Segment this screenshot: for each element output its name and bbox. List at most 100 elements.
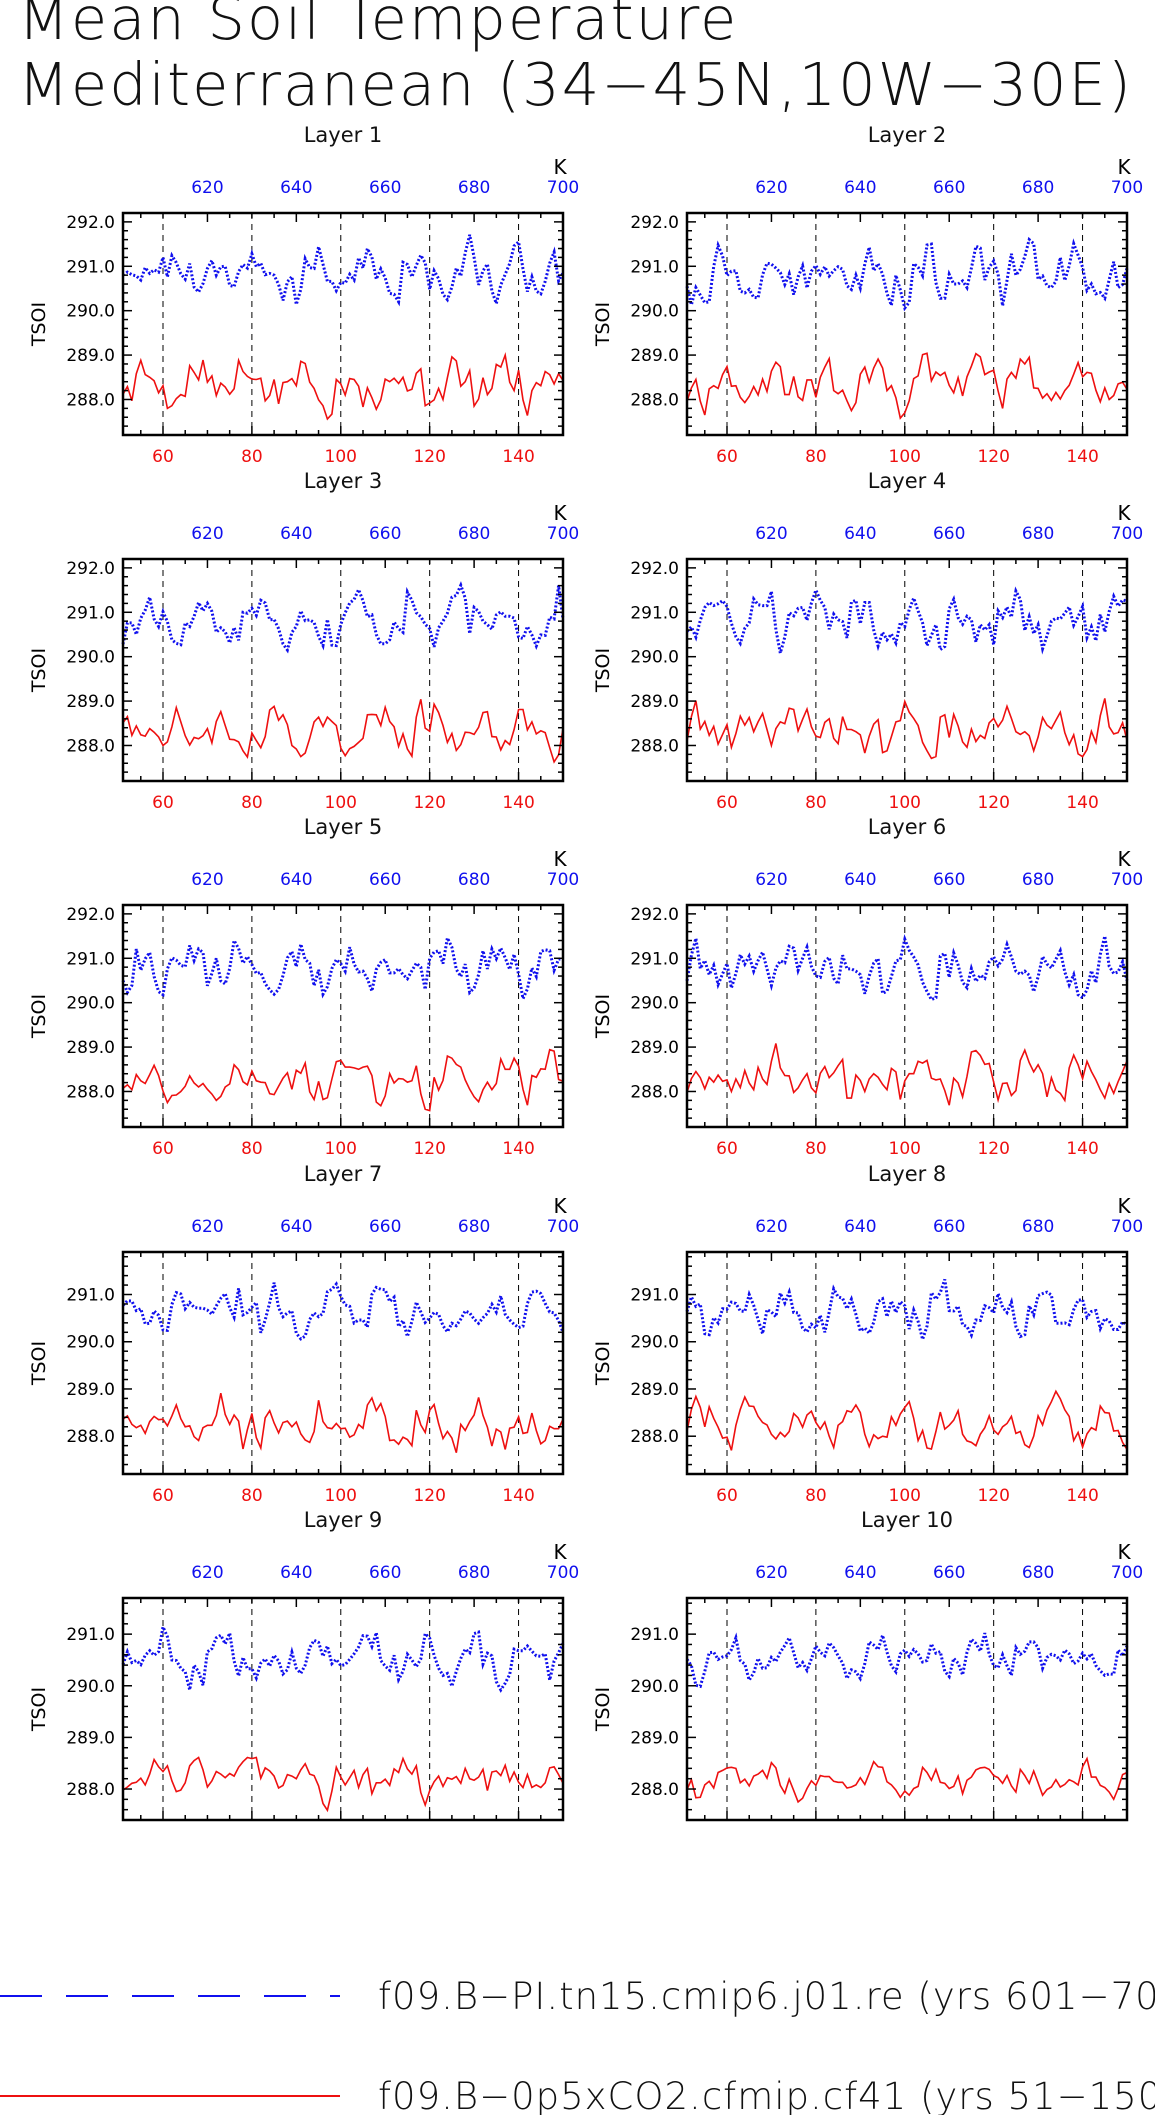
top-tick-label: 700 xyxy=(547,524,579,544)
panel-title: Layer 6 xyxy=(868,815,947,839)
y-tick-label: 292.0 xyxy=(66,905,115,925)
y-tick-label: 291.0 xyxy=(630,257,679,277)
plot-frame xyxy=(685,1250,1129,1476)
legend-label-top-axis-series: f09.B−PI.tn15.cmip6.j01.re (yrs 601−700) xyxy=(378,1975,1155,2018)
top-tick-label: 680 xyxy=(458,1563,490,1583)
top-tick-label: 640 xyxy=(280,524,312,544)
top-tick-label: 680 xyxy=(1022,178,1054,198)
bottom-tick-label: 80 xyxy=(805,447,827,467)
panel-title: Layer 5 xyxy=(304,815,383,839)
y-tick-label: 288.0 xyxy=(630,1082,679,1102)
y-tick-label: 289.0 xyxy=(66,692,115,712)
top-tick-label: 680 xyxy=(458,870,490,890)
top-tick-label: 700 xyxy=(1111,178,1143,198)
top-tick-label: 660 xyxy=(933,1563,965,1583)
y-tick-label: 291.0 xyxy=(630,1625,679,1645)
bottom-tick-label: 80 xyxy=(241,447,263,467)
y-tick-label: 288.0 xyxy=(66,1780,115,1800)
y-tick-label: 291.0 xyxy=(66,949,115,969)
y-tick-label: 291.0 xyxy=(66,603,115,623)
y-axis-label: TSOI xyxy=(28,302,50,347)
bottom-tick-label: 120 xyxy=(413,447,445,467)
y-axis-label: TSOI xyxy=(28,1341,50,1386)
y-tick-label: 289.0 xyxy=(66,1038,115,1058)
y-tick-label: 288.0 xyxy=(630,1780,679,1800)
top-tick-label: 660 xyxy=(933,1217,965,1237)
top-tick-label: 660 xyxy=(369,178,401,198)
bottom-tick-label: 140 xyxy=(502,1139,534,1159)
bottom-tick-label: 120 xyxy=(413,793,445,813)
top-tick-label: 640 xyxy=(280,1563,312,1583)
y-tick-label: 289.0 xyxy=(630,1380,679,1400)
y-tick-label: 291.0 xyxy=(66,1286,115,1306)
y-tick-label: 290.0 xyxy=(630,994,679,1014)
top-tick-label: 700 xyxy=(1111,870,1143,890)
bottom-tick-label: 60 xyxy=(152,793,174,813)
panel-title: Layer 9 xyxy=(304,1508,383,1532)
bottom-tick-label: 100 xyxy=(889,1486,921,1506)
top-tick-label: 680 xyxy=(1022,1217,1054,1237)
bottom-tick-label: 100 xyxy=(325,793,357,813)
series-line-top-axis xyxy=(685,1278,1128,1345)
plot-frame xyxy=(685,1596,1129,1822)
y-axis-label: TSOI xyxy=(592,994,614,1039)
series-line-top-axis xyxy=(122,234,565,309)
series-line-top-axis xyxy=(121,1621,565,1693)
plot-frame xyxy=(121,1250,565,1476)
top-tick-label: 640 xyxy=(844,1563,876,1583)
y-tick-label: 288.0 xyxy=(66,736,115,756)
bottom-tick-label: 60 xyxy=(716,1139,738,1159)
top-tick-label: 620 xyxy=(191,524,223,544)
top-tick-label: 660 xyxy=(369,1563,401,1583)
top-tick-label: 640 xyxy=(844,870,876,890)
series-line-top-axis xyxy=(685,236,1129,312)
y-axis-label: TSOI xyxy=(592,1687,614,1732)
plot-frame xyxy=(121,211,565,437)
top-tick-label: 660 xyxy=(369,870,401,890)
bottom-tick-label: 100 xyxy=(325,1486,357,1506)
top-tick-label: 660 xyxy=(369,1217,401,1237)
top-tick-label: 700 xyxy=(547,1563,579,1583)
y-tick-label: 291.0 xyxy=(630,949,679,969)
bottom-tick-label: 100 xyxy=(889,793,921,813)
top-tick-label: 620 xyxy=(755,178,787,198)
bottom-tick-label: 60 xyxy=(152,1139,174,1159)
series-line-top-axis xyxy=(121,933,564,1004)
top-tick-label: 680 xyxy=(1022,524,1054,544)
top-tick-label: 680 xyxy=(1022,1563,1054,1583)
bottom-tick-label: 120 xyxy=(977,1486,1009,1506)
plot-frame xyxy=(685,903,1129,1129)
top-axis-unit: K xyxy=(553,847,567,871)
top-tick-label: 680 xyxy=(458,178,490,198)
y-tick-label: 288.0 xyxy=(630,1427,679,1447)
series-line-bottom-axis xyxy=(122,351,564,421)
y-tick-label: 292.0 xyxy=(630,559,679,579)
y-tick-label: 290.0 xyxy=(66,994,115,1014)
top-tick-label: 660 xyxy=(933,524,965,544)
plot-frame xyxy=(121,557,565,783)
bottom-tick-label: 80 xyxy=(241,1486,263,1506)
top-tick-label: 680 xyxy=(1022,870,1054,890)
bottom-tick-label: 100 xyxy=(889,447,921,467)
top-axis-unit: K xyxy=(1117,501,1131,525)
bottom-tick-label: 80 xyxy=(241,793,263,813)
y-tick-label: 289.0 xyxy=(630,1038,679,1058)
y-tick-label: 289.0 xyxy=(66,1728,115,1748)
y-tick-label: 288.0 xyxy=(66,1427,115,1447)
y-tick-label: 291.0 xyxy=(66,257,115,277)
bottom-tick-label: 60 xyxy=(152,447,174,467)
top-axis-unit: K xyxy=(553,1540,567,1564)
plot-frame xyxy=(121,903,565,1129)
top-tick-label: 660 xyxy=(933,870,965,890)
bottom-tick-label: 100 xyxy=(889,1139,921,1159)
top-tick-label: 700 xyxy=(1111,1217,1143,1237)
y-tick-label: 292.0 xyxy=(66,559,115,579)
top-tick-label: 700 xyxy=(1111,524,1143,544)
bottom-tick-label: 140 xyxy=(1066,447,1098,467)
top-tick-label: 660 xyxy=(369,524,401,544)
